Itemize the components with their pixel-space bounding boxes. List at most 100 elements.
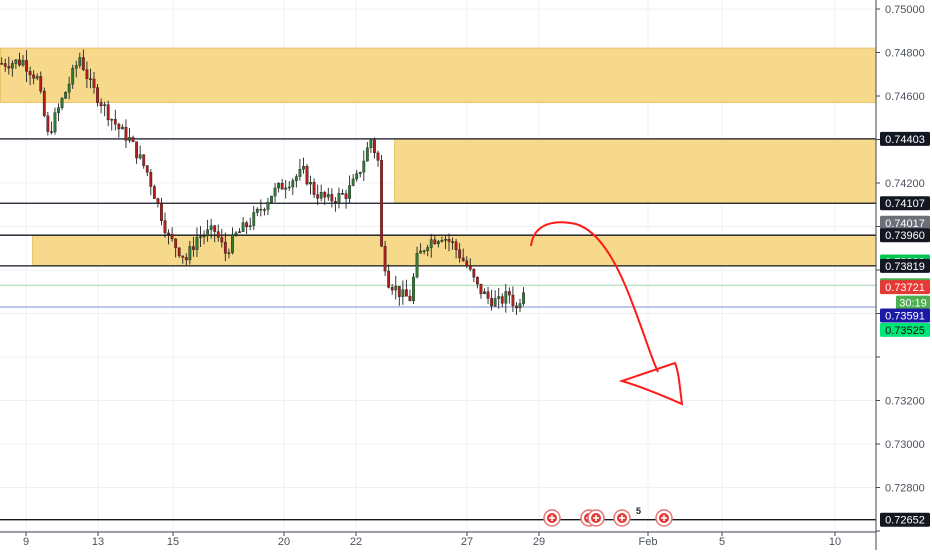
candle-body xyxy=(483,291,486,295)
price-badge-label: 0.73591 xyxy=(885,310,925,322)
event-flag-icon[interactable] xyxy=(655,509,673,527)
time-axis: 9 13 15 20 22 27 29 Feb 5 10 xyxy=(0,531,876,548)
candle-body xyxy=(255,208,259,213)
candle xyxy=(0,57,4,65)
candle xyxy=(518,298,522,313)
candle-body xyxy=(92,78,96,88)
candle-body xyxy=(128,137,131,141)
candle xyxy=(355,169,359,182)
candle xyxy=(383,240,387,277)
candle-body xyxy=(433,239,437,245)
candle-body xyxy=(515,305,518,309)
event-flag-icon[interactable] xyxy=(543,509,561,527)
candle-body xyxy=(440,240,444,242)
candle-body xyxy=(504,291,508,304)
candle xyxy=(53,107,57,135)
candle xyxy=(99,98,103,114)
candle xyxy=(511,286,515,313)
candle-body xyxy=(28,71,32,76)
candle xyxy=(92,72,96,94)
candle-body xyxy=(10,63,14,69)
price-badge-label: 0.72652 xyxy=(885,515,925,527)
candle xyxy=(348,175,351,204)
candle xyxy=(21,55,25,67)
candle-body xyxy=(479,283,483,295)
candle-body xyxy=(362,160,366,173)
candle xyxy=(490,289,493,311)
price-badge-label: 30:19 xyxy=(899,298,927,310)
candle-body xyxy=(96,87,99,103)
candle-body xyxy=(110,119,114,121)
candle-body xyxy=(85,69,89,79)
candle xyxy=(28,66,32,86)
candle-body xyxy=(248,225,252,228)
candle xyxy=(25,50,28,82)
candle-body xyxy=(238,231,241,234)
price-badge: 0.74107 xyxy=(880,196,930,211)
candle-body xyxy=(365,147,369,162)
price-badge-label: 0.73525 xyxy=(885,325,925,337)
economic-events: 5 xyxy=(543,506,673,527)
candle xyxy=(167,229,170,245)
candle xyxy=(255,207,259,217)
candle xyxy=(206,219,209,242)
candle xyxy=(362,150,366,182)
price-tick-label: 0.74600 xyxy=(885,91,925,103)
candle-body xyxy=(209,225,213,230)
candle-body xyxy=(117,123,121,130)
price-zone xyxy=(0,47,877,104)
candle-body xyxy=(309,182,312,185)
candle xyxy=(515,302,518,315)
candle xyxy=(42,87,46,118)
candle xyxy=(270,195,273,203)
candle-body xyxy=(71,68,75,85)
price-tick-label: 0.73000 xyxy=(885,439,925,451)
candle xyxy=(330,188,334,208)
candle xyxy=(266,197,270,215)
candle-body xyxy=(500,296,504,304)
price-badge-label: 0.73819 xyxy=(885,261,925,273)
price-badge-box xyxy=(880,512,930,527)
price-badge-label: 0.74107 xyxy=(885,198,925,210)
candle xyxy=(387,264,391,289)
candle-body xyxy=(373,139,376,154)
price-badge-box xyxy=(880,196,930,211)
candle-body xyxy=(25,60,28,72)
candle xyxy=(447,233,451,252)
candle-body xyxy=(199,236,202,238)
event-flag-icon[interactable] xyxy=(613,509,631,527)
candle xyxy=(291,178,295,195)
candle xyxy=(138,145,142,160)
candle-body xyxy=(497,296,501,299)
event-flag-icon[interactable] xyxy=(587,509,605,527)
forecast-curve xyxy=(530,221,659,373)
candle-body xyxy=(405,289,408,297)
candle xyxy=(263,207,266,216)
price-badge: 0.74017 xyxy=(880,215,930,230)
candle-body xyxy=(160,202,163,221)
candle-body xyxy=(174,238,178,249)
candle xyxy=(135,141,138,164)
candle xyxy=(483,288,486,295)
price-badge-label: 0.73721 xyxy=(885,282,925,294)
candle-body xyxy=(39,76,43,92)
price-badge: 0.73819 xyxy=(880,258,930,273)
horizontal-levels xyxy=(0,138,876,521)
candle xyxy=(429,233,433,258)
candle xyxy=(365,141,369,162)
candle xyxy=(35,73,39,81)
candle-body xyxy=(245,222,249,228)
candle xyxy=(64,91,68,99)
candle-body xyxy=(223,241,227,254)
candle-body xyxy=(3,63,7,67)
candle xyxy=(436,239,440,248)
candle xyxy=(458,243,462,263)
candle xyxy=(78,52,82,69)
candle-body xyxy=(57,107,60,113)
time-tick-label: 9 xyxy=(23,536,29,548)
candle-body xyxy=(270,195,273,203)
candle xyxy=(174,238,178,258)
candle-body xyxy=(216,231,220,238)
